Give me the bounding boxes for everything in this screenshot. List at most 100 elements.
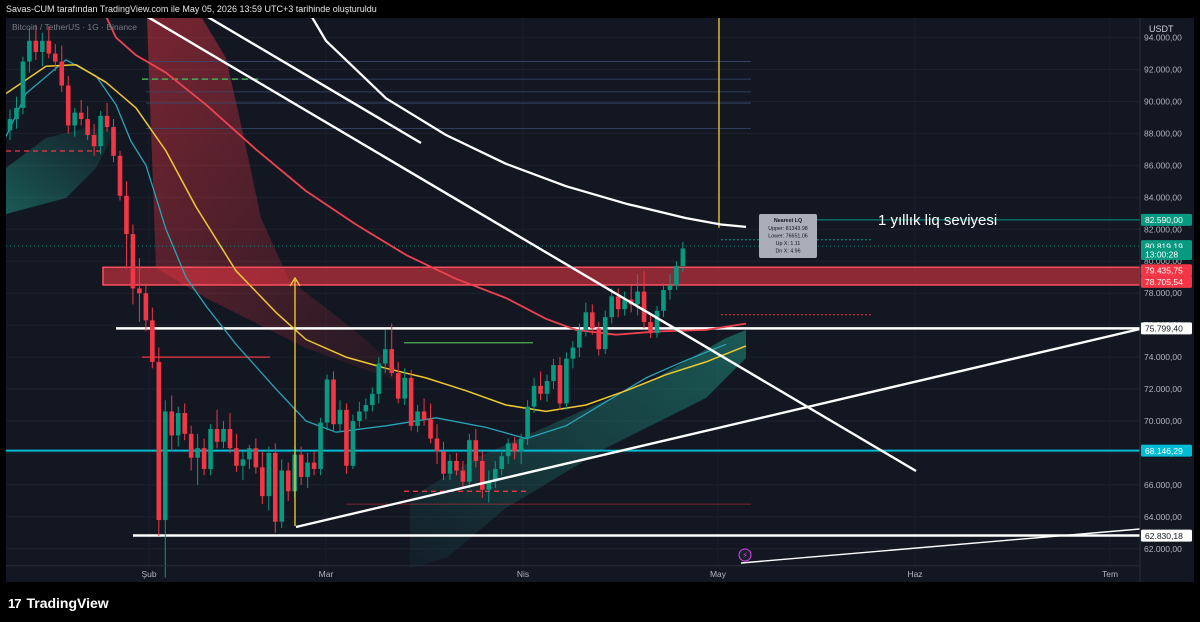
candle-body: [175, 413, 181, 436]
candle-body: [27, 40, 32, 62]
candle-body: [609, 296, 615, 318]
candle-body: [337, 409, 343, 425]
candle-body: [150, 320, 155, 362]
tooltip-line: Up X: 1.11: [776, 241, 801, 247]
green-cone-left: [6, 128, 116, 214]
candle-body: [602, 317, 608, 350]
candle-body: [667, 285, 673, 291]
candle-body: [622, 299, 627, 310]
candle-body: [641, 291, 647, 322]
candle-body: [331, 379, 336, 425]
candle-body: [441, 451, 446, 474]
candle-body: [350, 421, 356, 466]
caption-text: Savas-CUM tarafından TradingView.com ile…: [6, 4, 377, 14]
tradingview-logo-icon: 17: [8, 595, 22, 611]
green-cone: [410, 330, 746, 568]
descending-trendline-upper: [207, 18, 422, 145]
candle-body: [551, 365, 556, 382]
candle-body: [169, 411, 175, 436]
candle-body: [240, 459, 246, 466]
candle-body: [467, 440, 472, 482]
liquidity-zone: [102, 266, 1141, 286]
candle-body: [59, 61, 65, 86]
candle-body: [564, 358, 569, 404]
tradingview-logo[interactable]: 17 TradingView: [8, 595, 109, 611]
candle-body: [389, 349, 395, 374]
price-tick: 80.000,00: [1144, 256, 1182, 266]
time-tick: Tem: [1102, 569, 1118, 579]
candle-body: [402, 377, 407, 399]
footer-bar: 17 TradingView: [0, 582, 1200, 622]
candle-body: [382, 349, 388, 364]
overlays: Bitcoin / TetherUS · 1G · Binance 1 yıllı…: [12, 22, 997, 562]
ma-50: [6, 63, 747, 413]
candle-body: [357, 411, 362, 422]
candle-body: [201, 448, 207, 469]
candle-body: [40, 40, 45, 52]
liq-annotation: 1 yıllık liq seviyesi: [878, 212, 997, 229]
descending-trendline: [147, 18, 917, 473]
candle-body: [298, 454, 304, 477]
candle-body: [208, 429, 213, 469]
tooltip-line: Upper: 81343.98: [768, 226, 808, 232]
candle-body: [434, 438, 440, 452]
time-tick: Nis: [517, 569, 529, 579]
candle-body: [674, 266, 679, 286]
price-axis: 62.000,0064.000,0066.000,0068.000,0070.0…: [1139, 18, 1192, 582]
ascending-trendline: [295, 327, 1141, 529]
candle-body: [253, 448, 259, 468]
price-label: 79.435,75: [1145, 265, 1183, 275]
candle-body: [182, 413, 187, 434]
candle-body: [78, 112, 84, 120]
tooltip-line: Lower: 76651.06: [768, 234, 808, 240]
candle-body: [234, 448, 239, 466]
candle-body: [266, 452, 272, 497]
candle-body: [318, 422, 323, 469]
candle-body: [421, 411, 427, 420]
candle-body: [680, 248, 686, 267]
price-label-bg: [1141, 322, 1192, 335]
price-tick: 78.000,00: [1144, 288, 1182, 298]
time-tick: Şub: [141, 569, 156, 579]
price-tick: 88.000,00: [1144, 128, 1182, 138]
gradient-zones: [6, 18, 746, 568]
candle-body: [195, 448, 200, 458]
candle-body: [20, 61, 26, 108]
price-label: 82.590,00: [1145, 215, 1183, 225]
candle-body: [557, 365, 563, 404]
candle-body: [460, 470, 466, 482]
trend-lines: [147, 18, 1141, 564]
symbol-label: Bitcoin / TetherUS · 1G · Binance: [12, 22, 137, 32]
candle-body: [272, 452, 278, 522]
candle-body: [661, 290, 666, 311]
candle-body: [214, 429, 220, 442]
candles: [7, 24, 686, 578]
candle-body: [596, 328, 602, 350]
lightning-icon: ⚡: [742, 551, 748, 560]
price-tick: 94.000,00: [1144, 33, 1182, 43]
candle-body: [531, 385, 537, 407]
price-tick: 66.000,00: [1144, 480, 1182, 490]
candle-body: [311, 462, 317, 469]
candle-body: [72, 112, 77, 126]
ma-100: [105, 18, 747, 336]
moving-averages: [6, 18, 747, 440]
candle-body: [428, 419, 433, 439]
candle-body: [46, 40, 52, 54]
candle-body: [130, 234, 136, 289]
candle-body: [512, 443, 517, 452]
candle-body: [473, 440, 479, 461]
price-chart[interactable]: 62.000,0064.000,0066.000,0068.000,0070.0…: [6, 18, 1194, 582]
candle-body: [615, 296, 621, 310]
candle-body: [654, 310, 660, 334]
candle-body: [124, 195, 129, 235]
candle-body: [415, 411, 420, 426]
nearest-lq-tooltip: [759, 214, 817, 258]
candle-body: [570, 347, 576, 359]
currency-label: USDT: [1149, 24, 1174, 34]
price-tick: 86.000,00: [1144, 160, 1182, 170]
candle-body: [492, 468, 498, 482]
candle-body: [247, 448, 252, 460]
candle-body: [583, 312, 589, 330]
candle-body: [7, 119, 13, 131]
